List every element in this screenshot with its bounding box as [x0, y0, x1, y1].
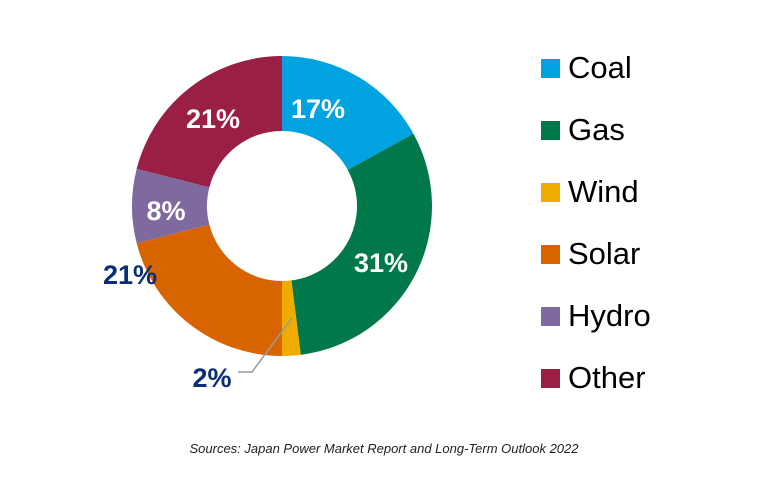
legend-swatch: [541, 306, 560, 326]
legend-label: Solar: [568, 236, 641, 271]
legend-label: Coal: [568, 50, 632, 85]
legend-swatch: [541, 120, 560, 140]
data-label-hydro: 8%: [146, 196, 185, 226]
data-label-gas: 31%: [354, 248, 408, 278]
legend-swatch: [541, 182, 560, 202]
slice-coal: [282, 56, 414, 170]
data-label-coal: 17%: [291, 94, 345, 124]
legend-label: Wind: [568, 174, 639, 209]
data-label-solar: 21%: [103, 260, 157, 290]
source-note: Sources: Japan Power Market Report and L…: [189, 441, 579, 456]
leader-line: [238, 317, 293, 373]
data-label-other: 21%: [186, 104, 240, 134]
legend-swatch: [541, 244, 560, 264]
slice-hydro: [132, 168, 210, 244]
legend-label: Gas: [568, 112, 625, 147]
legend-label: Hydro: [568, 298, 651, 333]
legend-swatch: [541, 58, 560, 78]
legend-item-solar: Solar: [541, 236, 640, 272]
legend-item-wind: Wind: [541, 174, 639, 210]
legend-swatch: [541, 368, 560, 388]
slice-gas: [291, 133, 433, 355]
legend-label: Other: [568, 360, 646, 395]
legend-item-gas: Gas: [541, 112, 625, 148]
legend-item-hydro: Hydro: [541, 298, 651, 334]
slice-other: [136, 56, 282, 188]
slice-solar: [136, 224, 282, 356]
data-label-wind: 2%: [192, 363, 231, 393]
legend-item-other: Other: [541, 360, 646, 396]
legend-item-coal: Coal: [541, 50, 632, 86]
